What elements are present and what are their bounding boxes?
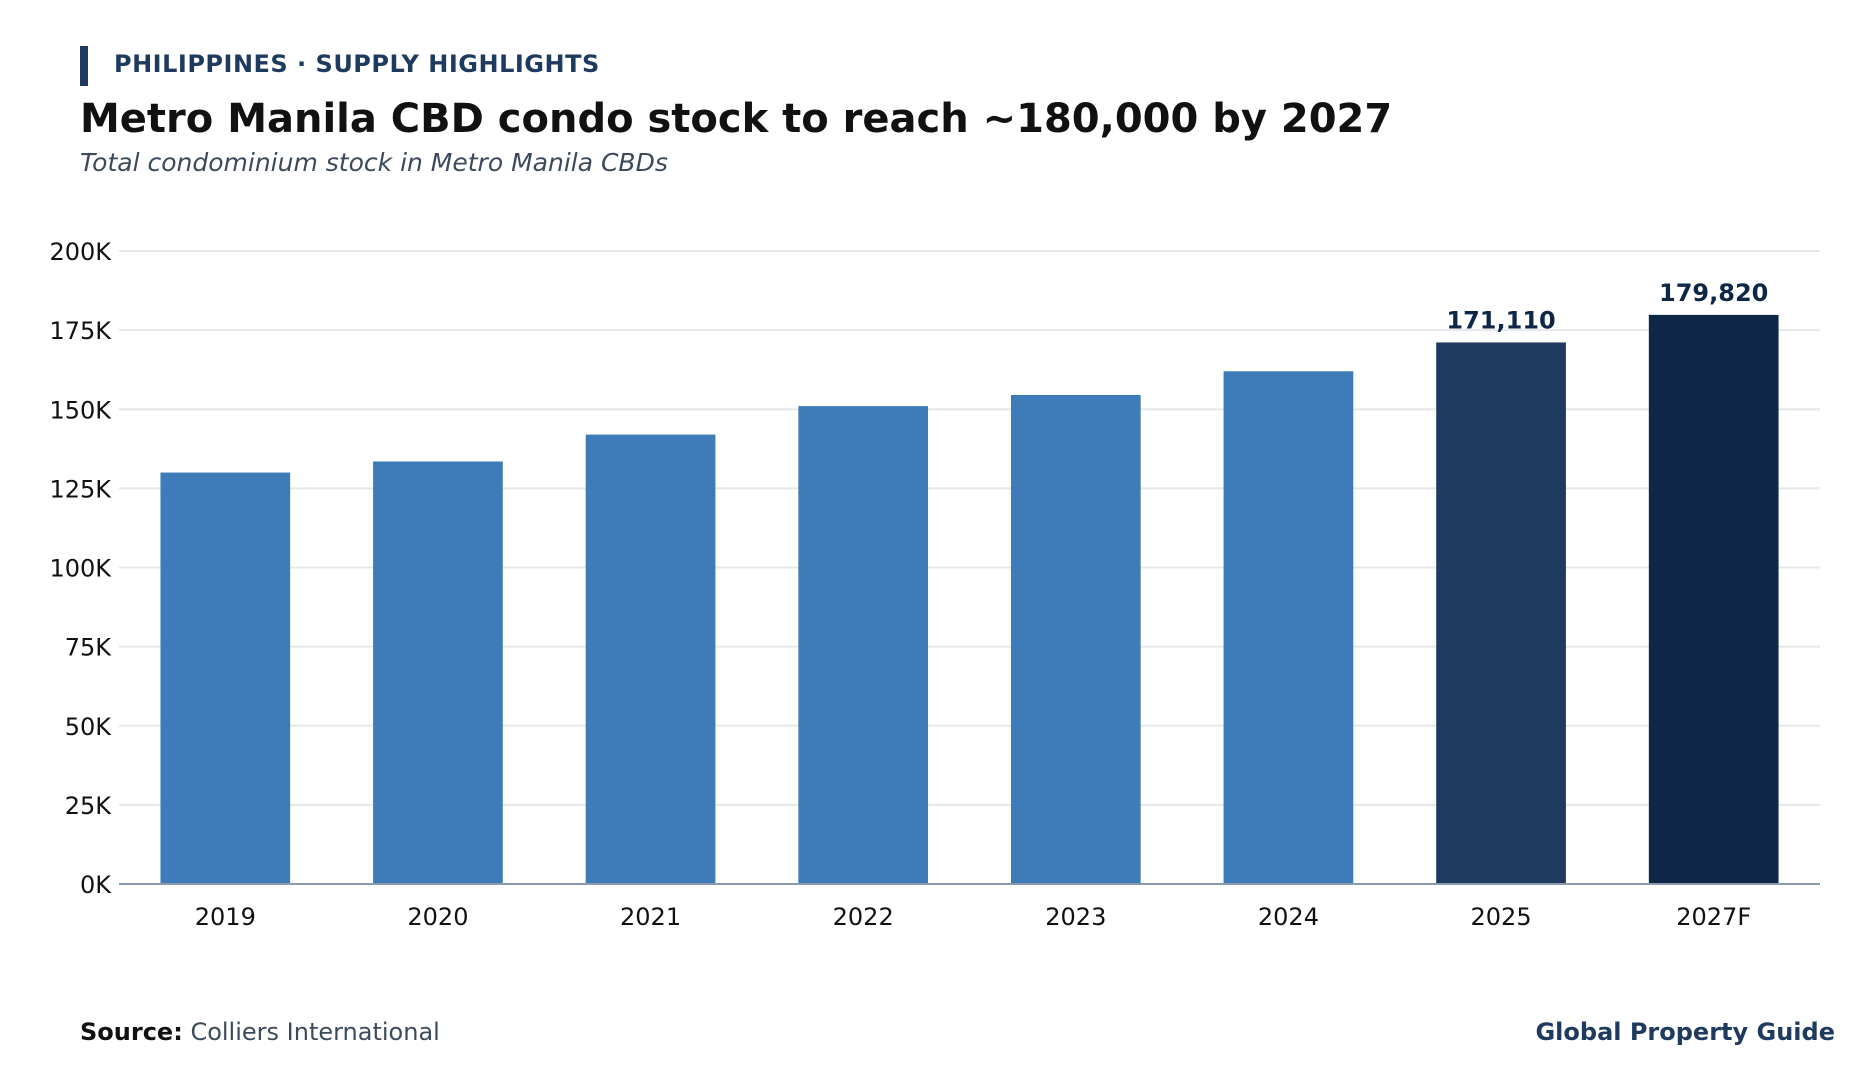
data-label-2027f: 179,820 bbox=[1659, 279, 1768, 307]
brand-logo-text: Global Property Guide bbox=[1535, 1018, 1835, 1046]
bar-2023 bbox=[1010, 395, 1141, 884]
y-tick-label: 150K bbox=[49, 396, 112, 424]
data-label-2025: 171,110 bbox=[1446, 306, 1555, 334]
kicker-accent-bar bbox=[80, 46, 88, 86]
chart-kicker: PHILIPPINES · SUPPLY HIGHLIGHTS bbox=[114, 50, 600, 78]
chart-subtitle: Total condominium stock in Metro Manila … bbox=[80, 148, 668, 177]
x-tick-label: 2019 bbox=[195, 903, 256, 931]
source-value: Colliers International bbox=[190, 1018, 440, 1046]
x-tick-label: 2020 bbox=[407, 903, 468, 931]
bar-2027f bbox=[1648, 314, 1779, 884]
x-tick-label: 2022 bbox=[833, 903, 894, 931]
bar-chart: 0K 25K 50K 75K 100K 125K 150K 175K 200K 2019 2020… bbox=[49, 238, 1820, 931]
x-tick-label: 2024 bbox=[1258, 903, 1319, 931]
y-tick-label: 50K bbox=[65, 713, 113, 741]
data-labels: 171,110 179,820 bbox=[1446, 279, 1768, 335]
bar-2022 bbox=[798, 406, 929, 884]
y-tick-label: 200K bbox=[49, 238, 112, 266]
y-tick-label: 0K bbox=[80, 871, 112, 899]
y-axis-ticks: 0K 25K 50K 75K 100K 125K 150K 175K 200K bbox=[49, 238, 112, 899]
y-tick-label: 175K bbox=[49, 317, 112, 345]
x-tick-label: 2023 bbox=[1045, 903, 1106, 931]
x-tick-label: 2027F bbox=[1676, 903, 1751, 931]
bar-2021 bbox=[585, 434, 716, 884]
x-tick-label: 2021 bbox=[620, 903, 681, 931]
bar-2025 bbox=[1436, 342, 1566, 884]
source-note: Source: Colliers International bbox=[80, 1018, 440, 1046]
bar-2024 bbox=[1223, 371, 1354, 884]
bar-2019 bbox=[160, 472, 291, 884]
bar-2020 bbox=[373, 461, 503, 884]
x-axis-ticks: 2019 2020 2021 2022 2023 2024 2025 2027F bbox=[195, 903, 1751, 931]
bars bbox=[160, 314, 1779, 884]
x-tick-label: 2025 bbox=[1471, 903, 1532, 931]
y-tick-label: 100K bbox=[49, 555, 112, 583]
y-tick-label: 25K bbox=[65, 792, 113, 820]
chart-title: Metro Manila CBD condo stock to reach ~1… bbox=[80, 96, 1393, 142]
y-tick-label: 75K bbox=[65, 634, 113, 662]
y-tick-label: 125K bbox=[49, 475, 112, 503]
source-label: Source: bbox=[80, 1018, 183, 1046]
